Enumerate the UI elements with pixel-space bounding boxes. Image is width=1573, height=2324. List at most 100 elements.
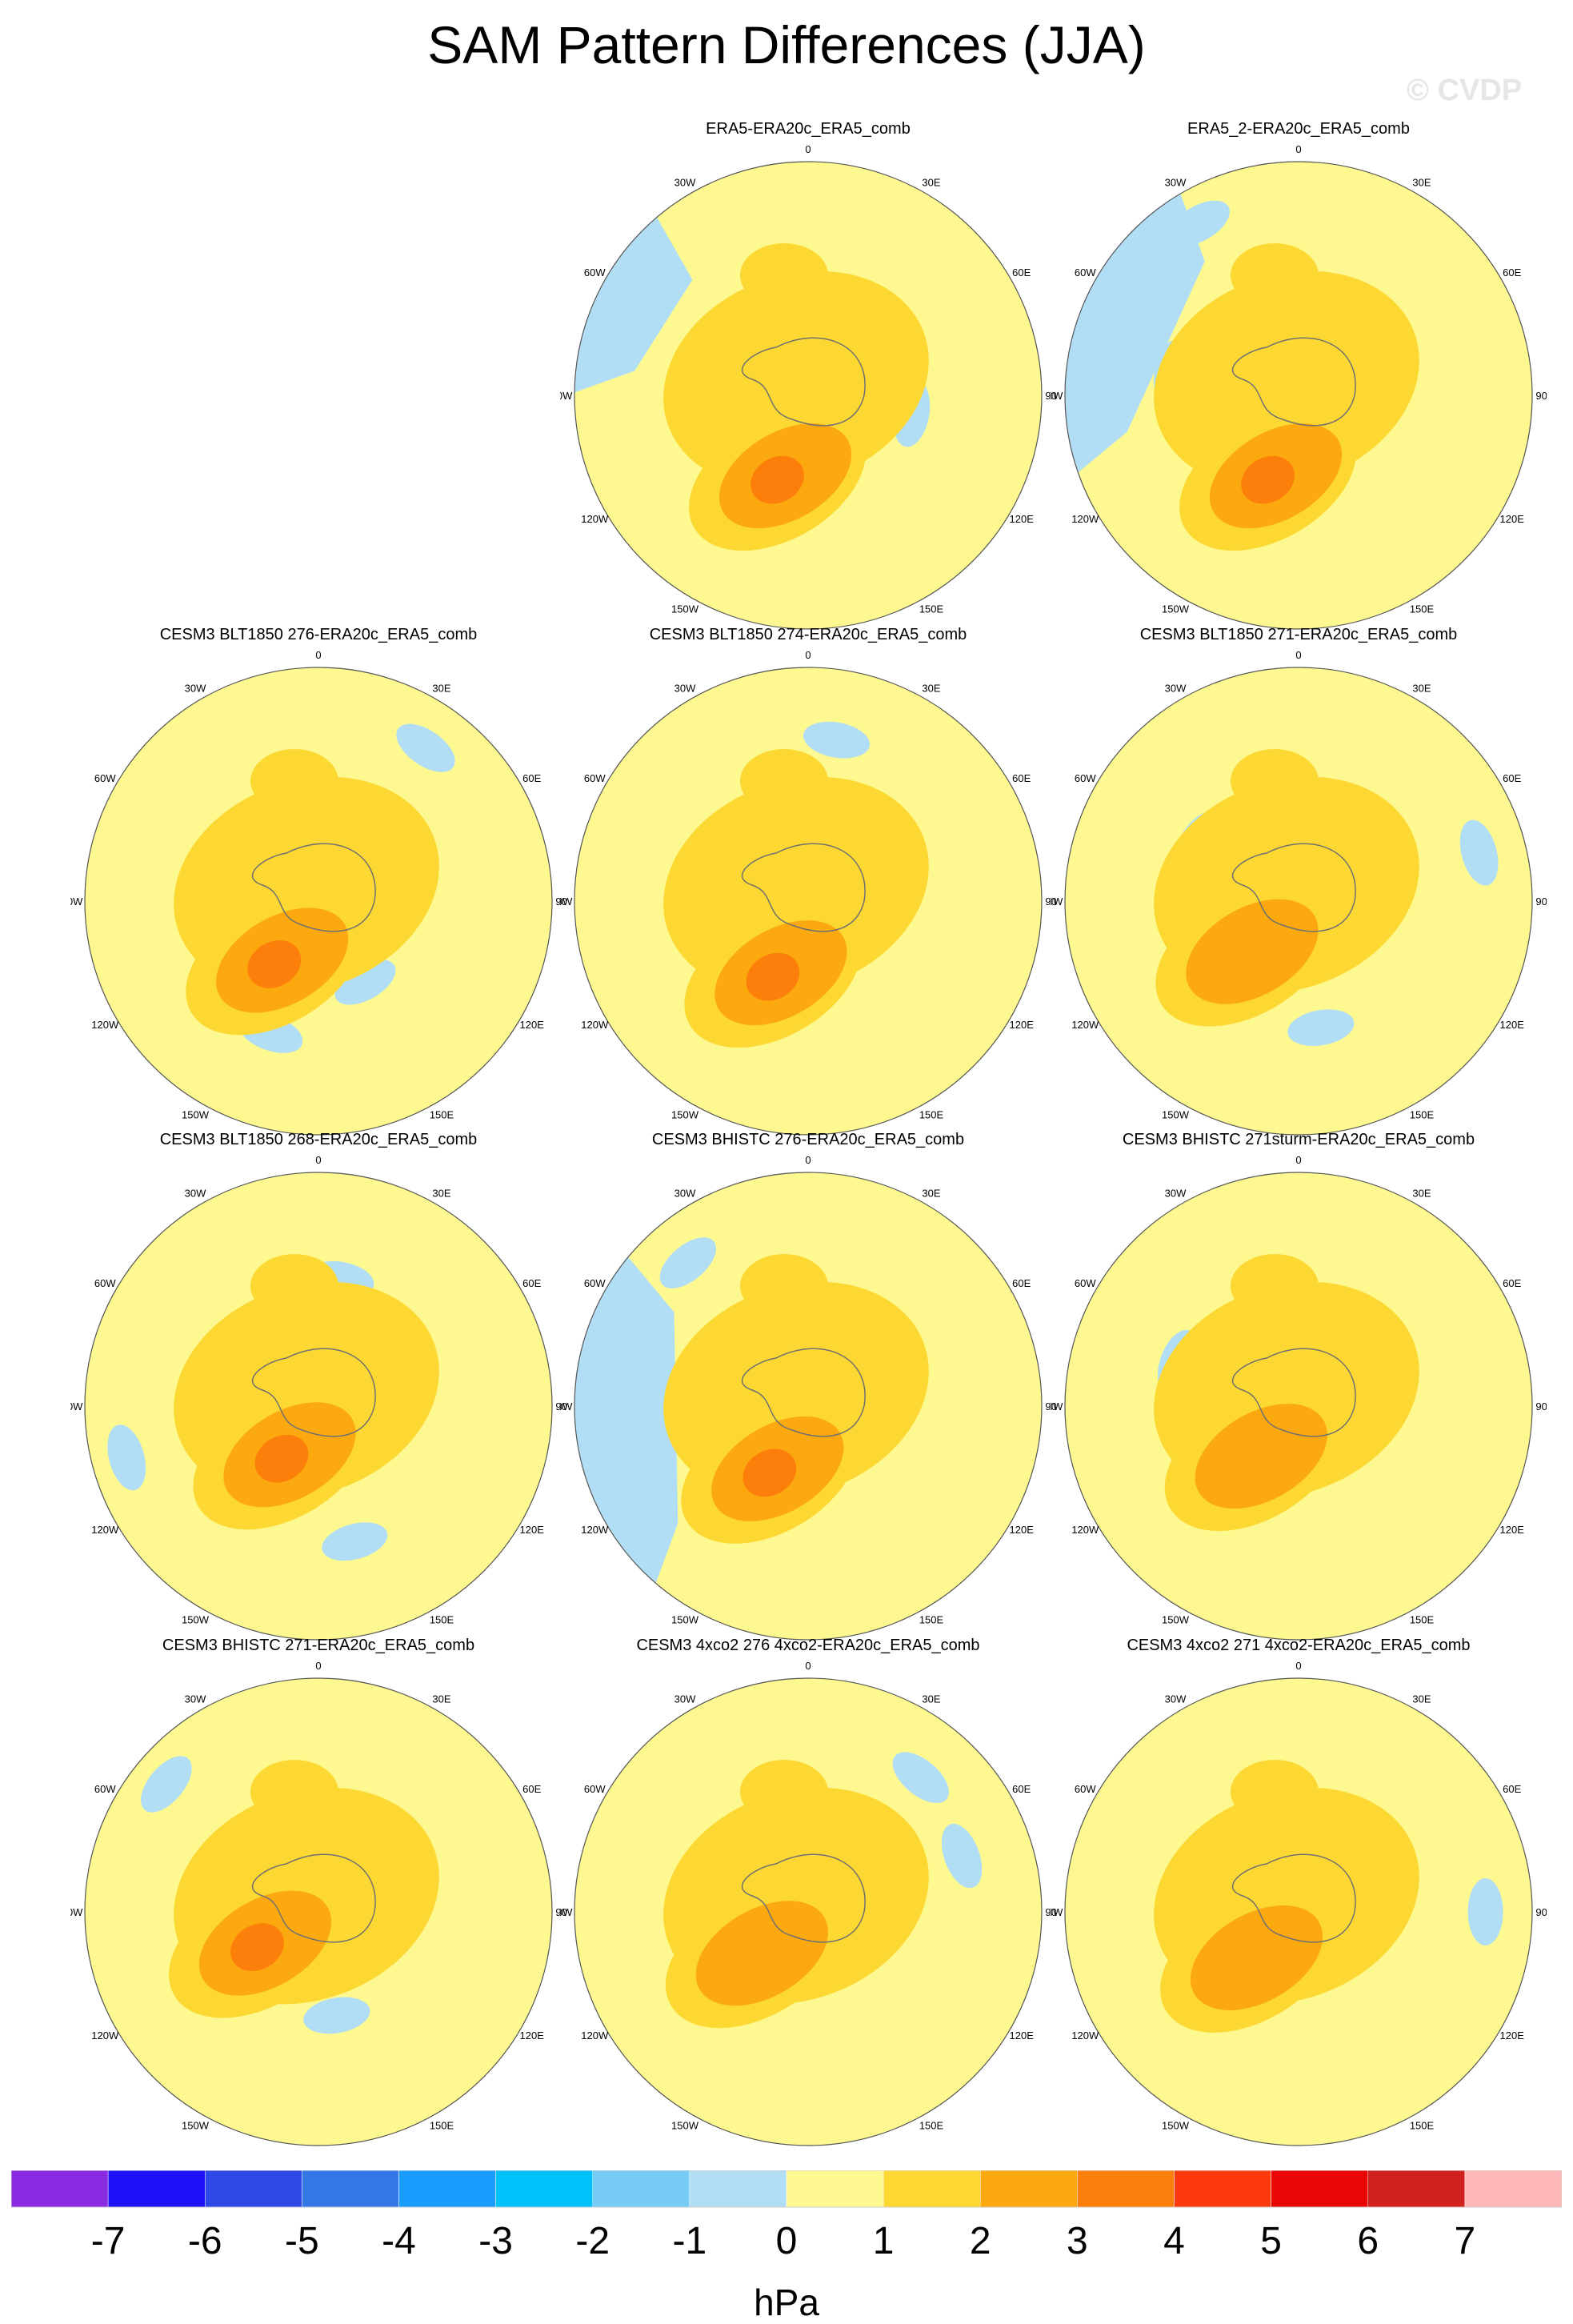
polar-map: 030E60E90E120E150E180150W120W90W60W30W: [1051, 649, 1547, 1136]
longitude-tick-label: 60W: [1075, 1783, 1096, 1795]
longitude-tick-label: 90E: [1045, 1400, 1056, 1412]
colorbar-swatch: [1077, 2170, 1175, 2208]
negative-anomaly-spot: [141, 1756, 192, 1813]
map-panel: CESM3 BHISTC 271sturm-ERA20c_ERA5_comb 0 3…: [1051, 1131, 1547, 1643]
positive-anomaly-1hpa: [740, 749, 828, 813]
longitude-tick-label: 150W: [182, 2120, 210, 2132]
longitude-tick-label: 90W: [70, 1400, 83, 1412]
colorbar-swatch: [786, 2170, 884, 2208]
map-boundary: [84, 667, 553, 1136]
positive-anomaly-1hpa: [250, 749, 338, 813]
map-panel: CESM3 4xco2 271 4xco2-ERA20c_ERA5_comb 0 3…: [1051, 1637, 1547, 2149]
colorbar-swatch: [980, 2170, 1078, 2208]
negative-anomaly-spot: [322, 1522, 388, 1561]
negative-anomaly-spot: [334, 959, 396, 1005]
antarctica-coastline: [741, 1853, 866, 1943]
longitude-tick-label: 90W: [1051, 390, 1063, 402]
panel-title: CESM3 BHISTC 271sturm-ERA20c_ERA5_comb: [1122, 1131, 1475, 1148]
longitude-tick-label: 60E: [1503, 266, 1521, 278]
longitude-tick-label: 120E: [520, 1019, 545, 1031]
negative-anomaly-region: [574, 1250, 678, 1592]
longitude-tick-label: 60E: [1012, 266, 1031, 278]
longitude-tick-label: 150E: [1410, 2120, 1435, 2132]
polar-map: 030E60E90E120E150E180150W120W90W60W30W: [560, 143, 1056, 630]
longitude-tick-label: 0: [1295, 143, 1301, 155]
longitude-tick-label: 30E: [432, 1187, 450, 1199]
positive-anomaly-1hpa: [1231, 1254, 1319, 1318]
longitude-tick-label: 120E: [1500, 1019, 1525, 1031]
map-boundary: [1064, 161, 1533, 630]
colorbar-tick-label: 5: [1260, 2220, 1282, 2262]
longitude-tick-label: 90W: [1051, 1906, 1063, 1918]
map-boundary: [1064, 667, 1533, 1136]
longitude-tick-label: 30W: [185, 682, 206, 694]
longitude-tick-label: 150W: [671, 603, 699, 615]
longitude-tick-label: 30E: [1412, 682, 1431, 694]
longitude-tick-label: 120W: [581, 1524, 609, 1536]
map-panel: CESM3 BLT1850 274-ERA20c_ERA5_comb 0 30E 60…: [560, 626, 1056, 1138]
negative-anomaly-spot: [803, 721, 871, 759]
longitude-tick-label: 60E: [1503, 772, 1521, 784]
longitude-tick-label: 120W: [581, 1019, 609, 1031]
longitude-tick-label: 150W: [671, 1614, 699, 1626]
colorbar-swatch: [1271, 2170, 1368, 2208]
longitude-tick-label: 120W: [1071, 1019, 1099, 1031]
colorbar: -7 -6 -5 -4 -3 -2 -1 0 1 2 3 4 5 6 7: [11, 2170, 1562, 2262]
longitude-tick-label: 30W: [185, 1187, 206, 1199]
map-boundary: [574, 1677, 1043, 2146]
longitude-tick-label: 90W: [560, 896, 573, 908]
map-boundary: [1064, 1172, 1533, 1641]
longitude-tick-label: 30E: [922, 682, 940, 694]
longitude-tick-label: 30E: [922, 176, 940, 188]
longitude-tick-label: 150W: [671, 2120, 699, 2132]
longitude-tick-label: 0: [805, 143, 811, 155]
map-boundary: [84, 1677, 553, 2146]
longitude-tick-label: 120W: [1071, 1524, 1099, 1536]
map-panel: ERA5_2-ERA20c_ERA5_comb 0 30E 60E 90E 120E 150…: [1051, 120, 1547, 632]
longitude-tick-label: 150E: [430, 1109, 454, 1121]
panel-title: ERA5_2-ERA20c_ERA5_comb: [1187, 120, 1410, 138]
colorbar-tick-label: -2: [575, 2220, 610, 2262]
longitude-tick-label: 30E: [1412, 1693, 1431, 1705]
positive-anomaly-1hpa: [1231, 1760, 1319, 1824]
longitude-tick-label: 60W: [584, 772, 606, 784]
longitude-tick-label: 150W: [1162, 603, 1190, 615]
polar-map: 030E60E90E120E150E180150W120W90W60W30W: [70, 1660, 566, 2146]
positive-anomaly-3hpa: [742, 1448, 797, 1497]
longitude-tick-label: 60W: [1075, 1277, 1096, 1289]
longitude-tick-label: 90E: [555, 896, 566, 908]
polar-map: 030E60E90E120E150E180150W120W90W60W30W: [70, 1154, 566, 1641]
longitude-tick-label: 60W: [584, 266, 606, 278]
longitude-tick-label: 60W: [94, 1783, 116, 1795]
map-panel: CESM3 BLT1850 271-ERA20c_ERA5_comb 0 30E 60…: [1051, 626, 1547, 1138]
longitude-tick-label: 120E: [1010, 513, 1035, 525]
colorbar-unit-label: hPa: [754, 2282, 819, 2323]
longitude-tick-label: 30W: [674, 1187, 696, 1199]
longitude-tick-label: 60E: [1012, 1277, 1031, 1289]
longitude-tick-label: 150E: [1410, 1109, 1435, 1121]
colorbar-swatch: [11, 2170, 109, 2208]
panel-title: CESM3 4xco2 276 4xco2-ERA20c_ERA5_comb: [636, 1637, 980, 1654]
longitude-tick-label: 30E: [1412, 176, 1431, 188]
colorbar-tick-label: -7: [91, 2220, 126, 2262]
longitude-tick-label: 0: [315, 1660, 321, 1672]
longitude-tick-label: 60W: [584, 1277, 606, 1289]
longitude-tick-label: 0: [805, 649, 811, 661]
longitude-tick-label: 150E: [430, 2120, 454, 2132]
longitude-tick-label: 60E: [522, 1277, 541, 1289]
colorbar-tick-label: -5: [285, 2220, 319, 2262]
colorbar-tick-label: 3: [1067, 2220, 1088, 2262]
map-boundary: [574, 1172, 1043, 1641]
antarctica-coastline: [1231, 337, 1356, 427]
map-panel: CESM3 BLT1850 268-ERA20c_ERA5_comb 0 30E 60…: [70, 1131, 566, 1643]
longitude-tick-label: 60E: [1012, 1783, 1031, 1795]
longitude-tick-label: 90E: [1045, 390, 1056, 402]
panel-title: CESM3 4xco2 271 4xco2-ERA20c_ERA5_comb: [1127, 1637, 1471, 1654]
longitude-tick-label: 90W: [560, 1400, 573, 1412]
polar-map: 030E60E90E120E150E180150W120W90W60W30W: [70, 649, 566, 1136]
colorbar-swatch: [1367, 2170, 1466, 2208]
longitude-tick-label: 60W: [94, 772, 116, 784]
map-boundary: [1064, 1677, 1533, 2146]
longitude-tick-label: 150E: [919, 1109, 944, 1121]
longitude-tick-label: 150E: [919, 603, 944, 615]
